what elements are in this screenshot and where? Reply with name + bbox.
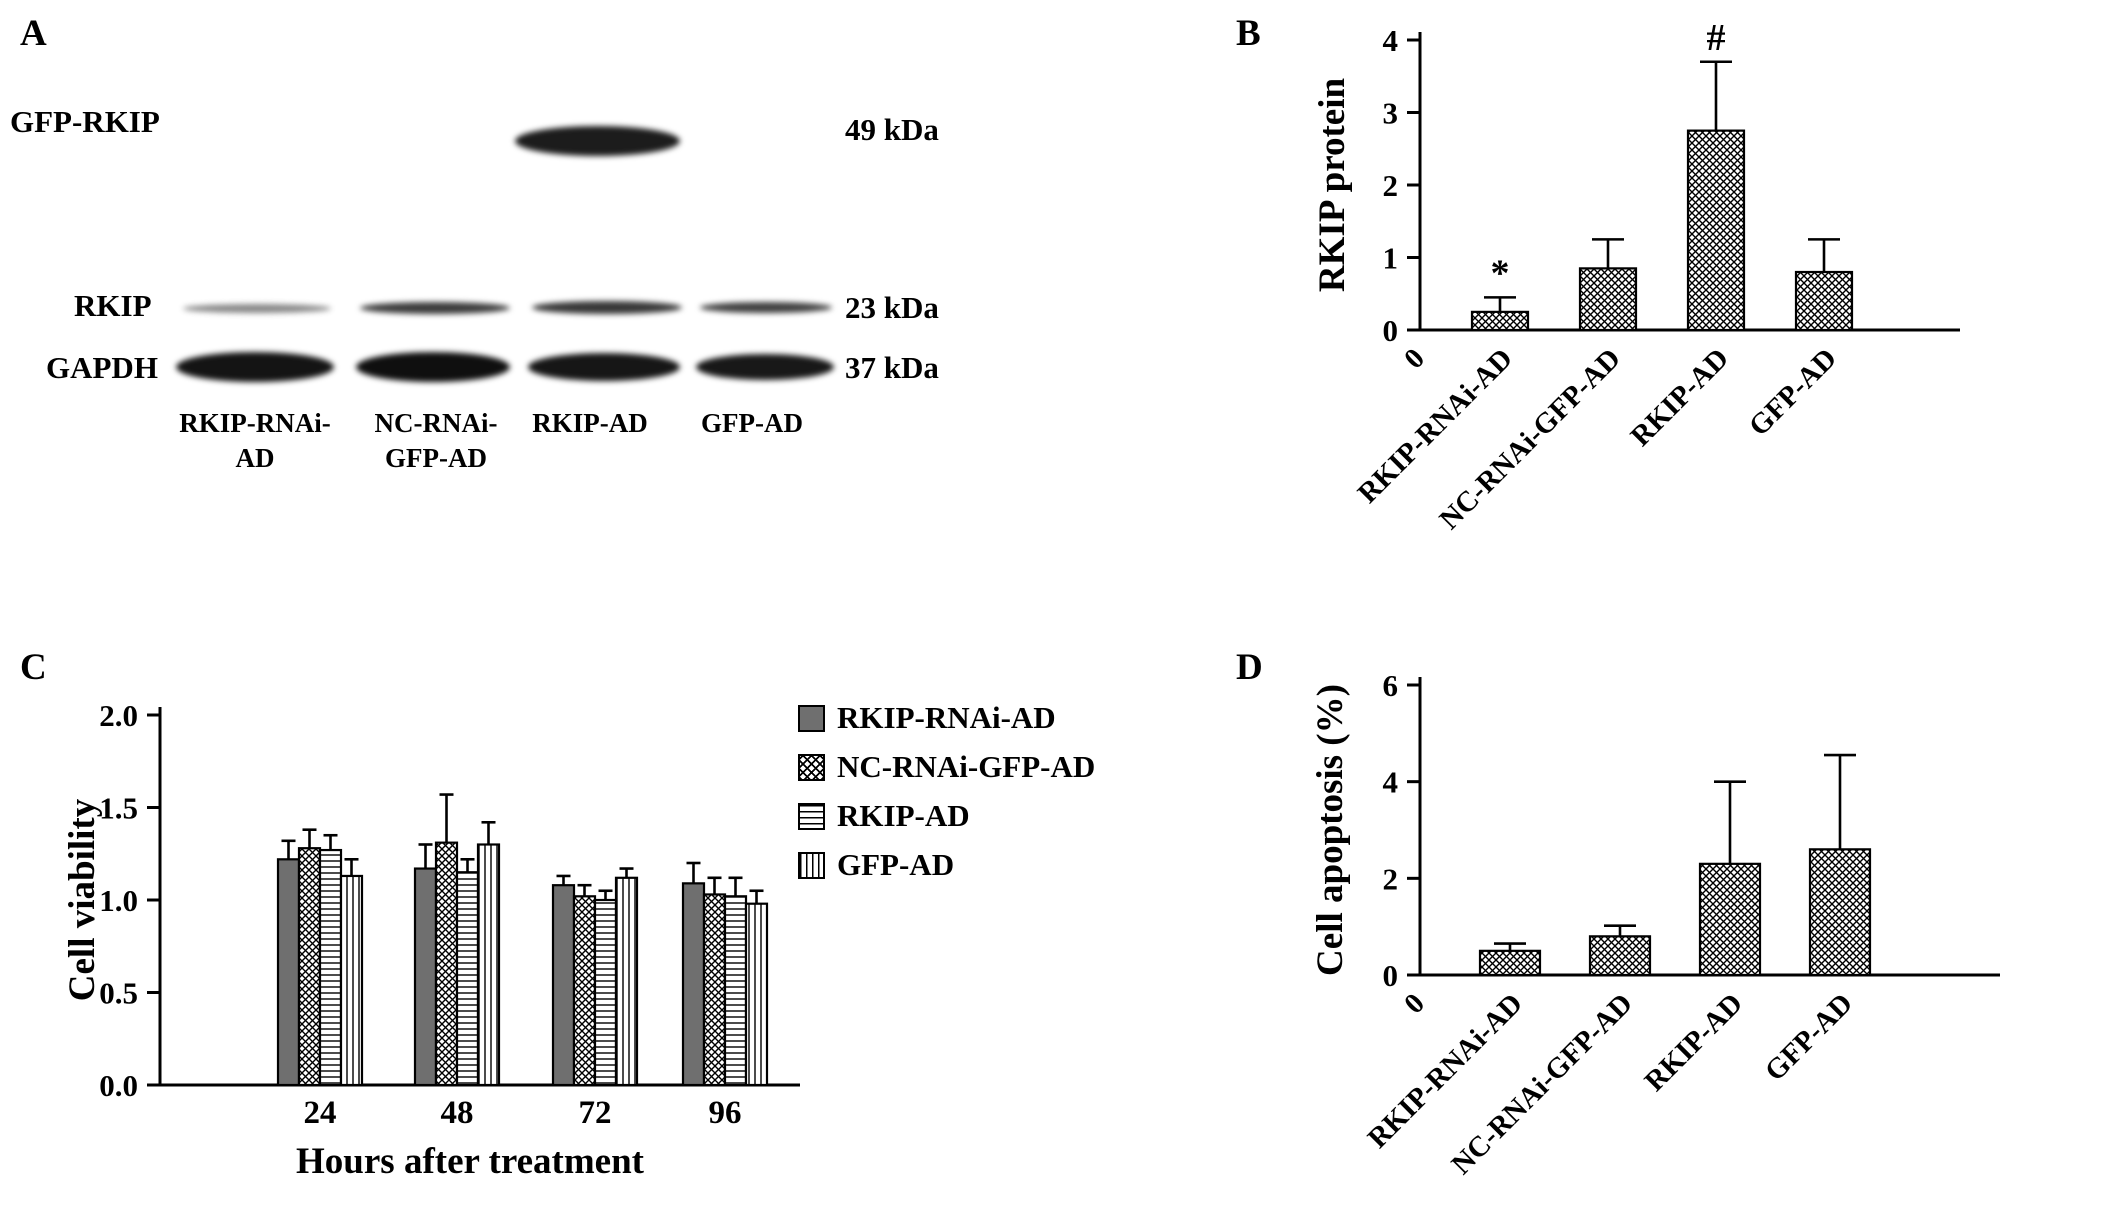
lane-label-2: NC-RNAi- GFP-AD	[336, 406, 536, 476]
svg-text:RKIP protein: RKIP protein	[1312, 78, 1353, 293]
blot-band-rkip-lane2	[360, 302, 510, 314]
weight-label-37kda: 37 kDa	[845, 350, 939, 385]
legend-label: RKIP-RNAi-AD	[837, 700, 1056, 735]
legend-swatch-solid-gray	[798, 704, 825, 732]
svg-text:Hours after treatment: Hours after treatment	[296, 1141, 645, 1182]
protein-label-gfp-rkip: GFP-RKIP	[10, 104, 160, 139]
svg-text:#: #	[1707, 17, 1726, 59]
svg-text:NC-RNAi-GFP-AD: NC-RNAi-GFP-AD	[1445, 987, 1638, 1180]
svg-text:2.0: 2.0	[99, 698, 138, 733]
panel-b-label: B	[1236, 13, 1261, 54]
svg-text:Cell apoptosis (%): Cell apoptosis (%)	[1310, 684, 1351, 976]
legend-item-nc-rnai-gfp-ad: NC-RNAi-GFP-AD	[798, 749, 1095, 785]
svg-text:24: 24	[304, 1095, 337, 1131]
blot-band-rkip-lane4	[700, 302, 832, 313]
legend-label: RKIP-AD	[837, 798, 970, 833]
svg-text:0: 0	[1383, 958, 1399, 993]
lane-label-2-line1: NC-RNAi-	[374, 408, 498, 438]
lane-label-2-line2: GFP-AD	[385, 443, 487, 474]
chart-c-cell-viability: 0.0 0.5 1.0 1.5 2.0 Cell viability 24 48 72 96 Hou…	[62, 698, 800, 1182]
blot-band-gapdh-lane4	[696, 354, 834, 380]
svg-text:GFP-AD: GFP-AD	[1743, 342, 1843, 442]
svg-text:2: 2	[1383, 168, 1399, 203]
lane-label-1: RKIP-RNAi- AD	[155, 406, 355, 476]
legend-item-gfp-ad: GFP-AD	[798, 847, 1095, 883]
blot-band-rkip-lane1	[183, 304, 331, 313]
blot-band-gapdh-lane1	[176, 352, 334, 382]
panel-a-label: A	[20, 13, 47, 54]
svg-text:2: 2	[1383, 861, 1399, 896]
svg-text:0.5: 0.5	[99, 976, 138, 1011]
svg-text:0: 0	[1398, 987, 1431, 1020]
legend-item-rkip-ad: RKIP-AD	[798, 798, 1095, 834]
lane-label-4-line1: GFP-AD	[701, 408, 803, 438]
legend-label: GFP-AD	[837, 847, 955, 882]
chart-c-legend: RKIP-RNAi-AD NC-RNAi-GFP-AD RKIP-AD GFP-…	[798, 700, 1095, 883]
legend-label: NC-RNAi-GFP-AD	[837, 749, 1096, 784]
svg-text:48: 48	[441, 1095, 474, 1131]
legend-swatch-vertical-lines	[798, 851, 825, 879]
svg-text:1.5: 1.5	[99, 791, 138, 826]
blot-band-gapdh-lane3	[528, 353, 680, 381]
svg-text:0: 0	[1398, 342, 1431, 375]
svg-text:RKIP-AD: RKIP-AD	[1625, 342, 1735, 452]
svg-text:RKIP-AD: RKIP-AD	[1639, 987, 1749, 1097]
svg-text:3: 3	[1383, 96, 1399, 131]
svg-text:0.0: 0.0	[99, 1068, 138, 1103]
svg-text:GFP-AD: GFP-AD	[1759, 987, 1859, 1087]
svg-text:96: 96	[709, 1095, 742, 1131]
panel-d-label: D	[1236, 647, 1263, 688]
svg-text:NC-RNAi-GFP-AD: NC-RNAi-GFP-AD	[1433, 342, 1626, 535]
svg-text:1.0: 1.0	[99, 883, 138, 918]
legend-swatch-crosshatch	[798, 753, 825, 781]
legend-swatch-horizontal-lines	[798, 802, 825, 830]
svg-text:72: 72	[579, 1095, 612, 1131]
lane-label-4: GFP-AD	[652, 406, 852, 441]
lane-label-1-line1: RKIP-RNAi-	[179, 408, 331, 438]
svg-text:6: 6	[1383, 668, 1399, 703]
svg-text:1: 1	[1383, 241, 1399, 276]
legend-item-rkip-rnai-ad: RKIP-RNAi-AD	[798, 700, 1095, 736]
protein-label-rkip: RKIP	[74, 288, 152, 323]
lane-label-3-line1: RKIP-AD	[532, 408, 648, 438]
svg-text:4: 4	[1383, 765, 1399, 800]
svg-text:4: 4	[1383, 23, 1399, 58]
weight-label-49kda: 49 kDa	[845, 112, 939, 147]
blot-band-gfp-rkip-lane3	[515, 126, 680, 156]
blot-band-gapdh-lane2	[356, 352, 510, 382]
panel-c-label: C	[20, 647, 47, 688]
blot-band-rkip-lane3	[532, 301, 682, 314]
svg-text:Cell viability: Cell viability	[62, 798, 103, 1001]
lane-label-1-line2: AD	[235, 443, 275, 474]
lane-label-3: RKIP-AD	[490, 406, 690, 441]
weight-label-23kda: 23 kDa	[845, 290, 939, 325]
svg-text:*: *	[1491, 252, 1510, 294]
svg-text:0: 0	[1383, 313, 1399, 348]
protein-label-gapdh: GAPDH	[46, 350, 158, 385]
